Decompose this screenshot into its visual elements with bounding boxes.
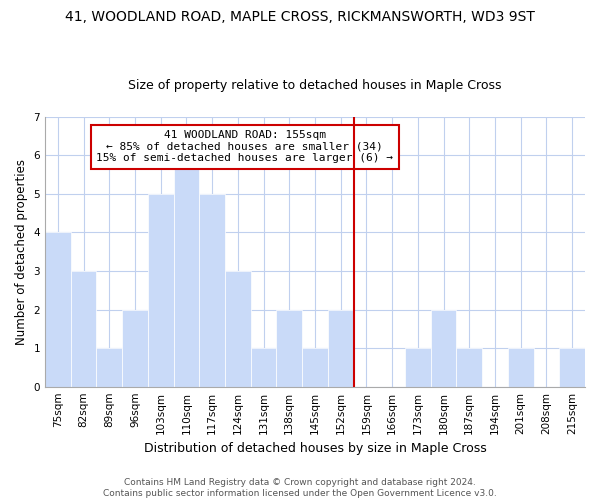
Text: Contains HM Land Registry data © Crown copyright and database right 2024.
Contai: Contains HM Land Registry data © Crown c…	[103, 478, 497, 498]
Bar	[199, 194, 225, 386]
Bar	[148, 194, 173, 386]
Bar	[328, 310, 353, 386]
Bar	[559, 348, 585, 387]
Text: 41, WOODLAND ROAD, MAPLE CROSS, RICKMANSWORTH, WD3 9ST: 41, WOODLAND ROAD, MAPLE CROSS, RICKMANS…	[65, 10, 535, 24]
Bar	[71, 271, 97, 386]
Bar	[173, 156, 199, 386]
Bar	[431, 310, 457, 386]
Bar	[405, 348, 431, 387]
Bar	[122, 310, 148, 386]
Bar	[457, 348, 482, 387]
Y-axis label: Number of detached properties: Number of detached properties	[15, 158, 28, 344]
Bar	[302, 348, 328, 387]
Bar	[508, 348, 533, 387]
Bar	[45, 232, 71, 386]
Text: 41 WOODLAND ROAD: 155sqm
← 85% of detached houses are smaller (34)
15% of semi-d: 41 WOODLAND ROAD: 155sqm ← 85% of detach…	[97, 130, 394, 164]
Bar	[97, 348, 122, 387]
X-axis label: Distribution of detached houses by size in Maple Cross: Distribution of detached houses by size …	[143, 442, 487, 455]
Title: Size of property relative to detached houses in Maple Cross: Size of property relative to detached ho…	[128, 79, 502, 92]
Bar	[251, 348, 277, 387]
Bar	[277, 310, 302, 386]
Bar	[225, 271, 251, 386]
